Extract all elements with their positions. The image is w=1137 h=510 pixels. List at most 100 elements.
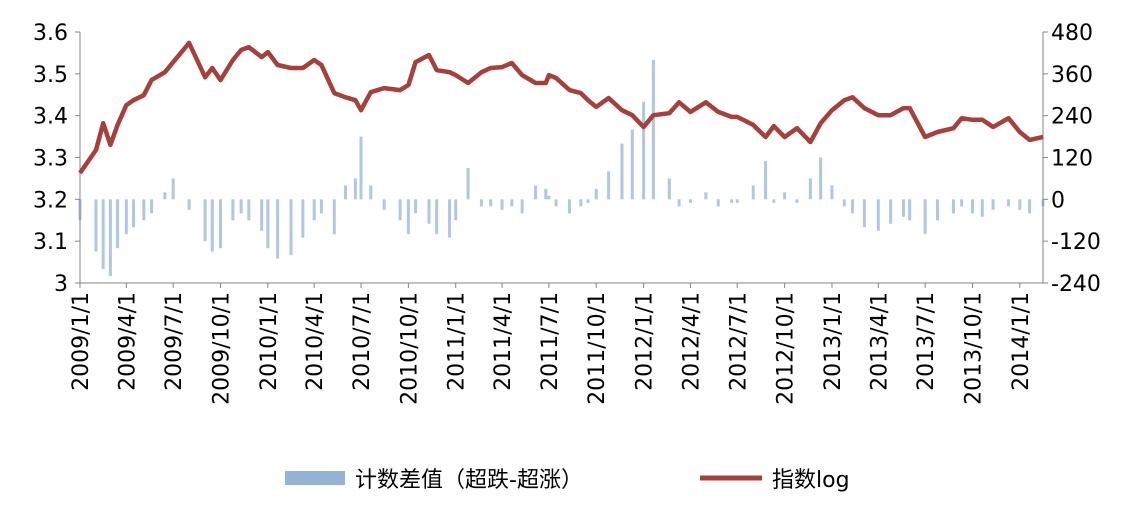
bar	[716, 199, 720, 207]
bar	[544, 188, 548, 200]
x-tick-label: 2010/4/1	[303, 292, 328, 391]
bar	[312, 199, 316, 221]
bar	[260, 199, 264, 231]
bar	[142, 199, 146, 221]
x-tick-label: 2013/1/1	[821, 292, 846, 391]
y-tick-label: 3.5	[33, 63, 68, 88]
bar	[534, 185, 538, 200]
x-tick-label: 2012/4/1	[679, 292, 704, 391]
bar	[239, 199, 243, 214]
bar	[489, 199, 493, 207]
y-tick-label: 3.2	[33, 188, 68, 213]
x-tick-label: 2009/1/1	[69, 292, 94, 391]
bar	[219, 199, 223, 249]
bar	[620, 143, 624, 200]
bar	[231, 199, 235, 221]
bar	[567, 199, 571, 214]
bar	[630, 129, 634, 200]
bar	[171, 178, 175, 200]
bar	[970, 199, 974, 214]
bar	[651, 59, 655, 200]
bar	[448, 199, 452, 238]
bar	[688, 199, 692, 203]
bar	[579, 199, 583, 207]
bar	[124, 199, 128, 235]
y2-tick-label: 120	[1051, 147, 1093, 172]
bar	[454, 199, 458, 221]
bar	[923, 199, 927, 235]
bar	[353, 178, 357, 200]
x-tick-label: 2010/1/1	[257, 292, 282, 391]
y-tick-label: 3.4	[33, 105, 68, 130]
bar	[819, 157, 823, 200]
x-tick-label: 2012/10/1	[774, 292, 799, 405]
y2-tick-label: 480	[1051, 21, 1093, 46]
bar	[851, 199, 855, 214]
bar	[751, 185, 755, 200]
bar	[980, 199, 984, 217]
bar	[150, 199, 154, 214]
bar	[902, 199, 906, 217]
legend-swatch	[285, 471, 345, 485]
bar	[319, 199, 323, 214]
bar	[510, 199, 514, 207]
bar	[301, 199, 305, 238]
bar	[247, 199, 251, 221]
bar	[108, 199, 112, 277]
bar	[642, 101, 646, 200]
bar	[382, 199, 386, 210]
bar	[116, 199, 120, 249]
bar	[935, 199, 939, 221]
bar	[479, 199, 483, 207]
x-tick-label: 2010/10/1	[397, 292, 422, 405]
y-tick-label: 3	[54, 272, 68, 297]
bar	[94, 199, 98, 252]
bar	[435, 199, 439, 235]
x-tick-label: 2014/1/1	[1009, 292, 1034, 391]
bar	[266, 199, 270, 249]
bar	[132, 199, 136, 228]
bar	[862, 199, 866, 228]
bar	[500, 199, 504, 210]
x-tick-label: 2011/10/1	[585, 292, 610, 405]
bar	[991, 199, 995, 210]
bar	[586, 199, 590, 203]
x-tick-label: 2009/7/1	[162, 292, 187, 391]
bar	[808, 178, 812, 200]
bar	[704, 192, 708, 200]
bar	[547, 195, 551, 200]
bar	[772, 199, 776, 203]
y2-tick-label: 0	[1051, 188, 1065, 213]
line	[78, 40, 1044, 175]
bar	[830, 185, 834, 200]
bar	[677, 199, 681, 207]
bar	[276, 199, 280, 259]
bar	[369, 185, 373, 200]
bar	[163, 192, 167, 200]
bar	[414, 199, 418, 214]
bar	[764, 160, 768, 200]
bar	[398, 199, 402, 221]
bar	[289, 199, 293, 256]
bar	[520, 199, 524, 214]
bar	[607, 171, 611, 200]
y-tick-label: 3.1	[33, 230, 68, 255]
bar	[876, 199, 880, 231]
bar	[1018, 199, 1022, 210]
bar	[783, 192, 787, 200]
legend-label: 计数差值（超跌-超涨）	[355, 468, 583, 493]
bar	[951, 199, 955, 214]
bar	[730, 199, 734, 203]
bar	[466, 167, 470, 200]
x-tick-label: 2010/7/1	[350, 292, 375, 391]
bar	[960, 199, 964, 207]
x-tick-label: 2013/10/1	[961, 292, 986, 405]
y-tick-label: 3.6	[33, 21, 68, 46]
y2-tick-label: -240	[1051, 272, 1101, 297]
bar	[889, 199, 893, 224]
bar	[795, 199, 799, 203]
x-tick-label: 2012/7/1	[726, 292, 751, 391]
x-tick-label: 2013/7/1	[914, 292, 939, 391]
bar	[344, 185, 348, 200]
